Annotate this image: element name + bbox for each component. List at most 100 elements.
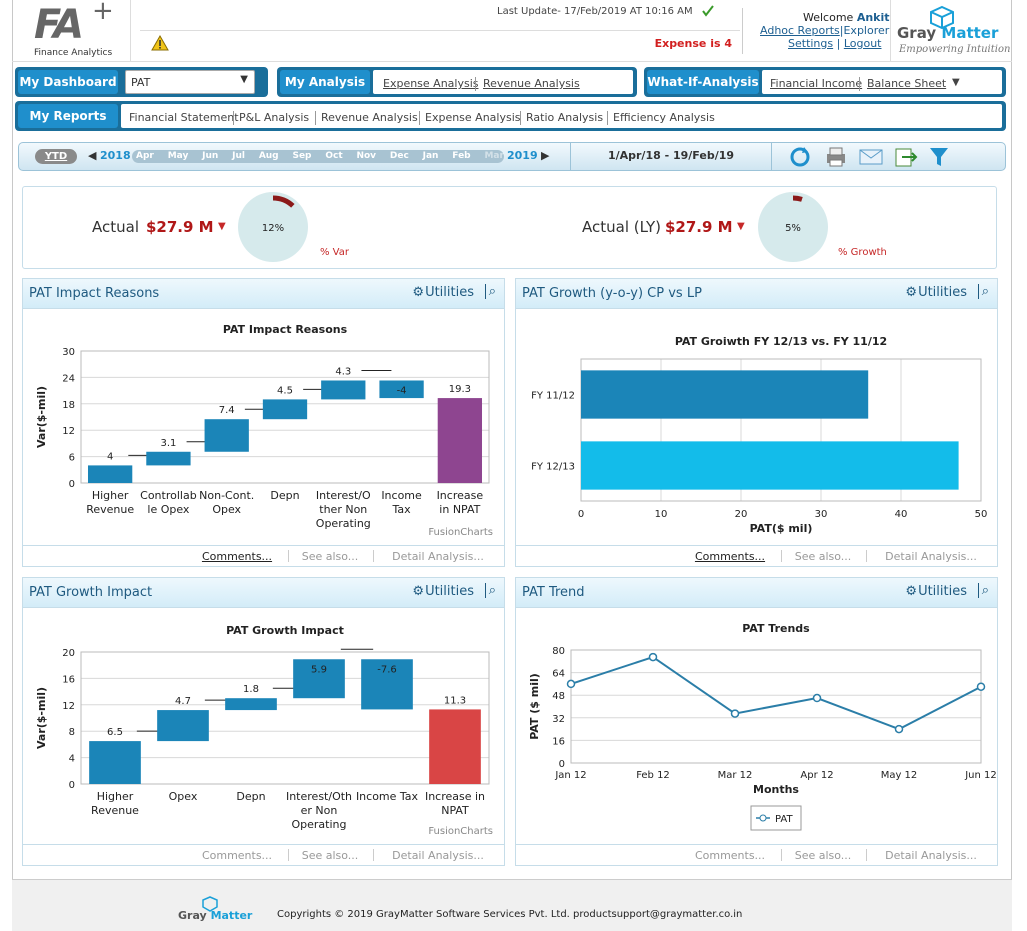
zoom-icon[interactable]: ⌕: [484, 284, 496, 299]
panel-link[interactable]: Detail Analysis...: [392, 849, 484, 862]
x-tick-label: 0: [578, 509, 584, 520]
utilities[interactable]: ⚙Utilities: [905, 285, 967, 300]
y-tick-label: 12: [62, 426, 75, 437]
utilities-label: Utilities: [918, 584, 967, 599]
nav-link[interactable]: Expense Analysis: [425, 111, 521, 124]
month: Dec: [389, 151, 409, 161]
gear-icon: ⚙: [905, 285, 918, 300]
utilities-label: Utilities: [425, 584, 474, 599]
utilities[interactable]: ⚙Utilities: [905, 584, 967, 599]
x-tick-label: Jan 12: [554, 770, 586, 781]
y-tick-label: 48: [552, 691, 565, 702]
panel-link[interactable]: Detail Analysis...: [885, 550, 977, 563]
y-tick-label: FY 11/12: [531, 391, 575, 402]
month: Nov: [356, 151, 377, 161]
nav-button[interactable]: My Dashboard: [18, 70, 118, 94]
panel-link[interactable]: Comments...: [694, 550, 766, 563]
x-tick-label: Higher Revenue: [86, 489, 135, 516]
panel-link[interactable]: See also...: [794, 849, 852, 862]
frame: [12, 0, 1012, 931]
value-label: 7.4: [219, 405, 235, 416]
y-axis-title: PAT ($ mil): [528, 673, 541, 740]
kpi-label: Actual: [92, 218, 139, 236]
nav-link[interactable]: Financial Income: [770, 77, 863, 90]
x-tick-label: 20: [735, 509, 748, 520]
refresh-icon[interactable]: [790, 147, 810, 167]
export-icon[interactable]: [895, 148, 918, 167]
nav-link[interactable]: Ratio Analysis: [526, 111, 604, 124]
warning-icon: [151, 35, 169, 51]
zoom-icon[interactable]: ⌕: [977, 583, 989, 598]
bar: [429, 709, 481, 784]
x-tick-label: Apr 12: [800, 770, 833, 781]
kpi-box: [22, 186, 997, 269]
link[interactable]: Explorer: [843, 24, 890, 37]
value-label: 4.7: [175, 696, 191, 707]
x-tick-label: Interest/Other Non Operating: [285, 790, 353, 831]
utilities[interactable]: ⚙Utilities: [412, 584, 474, 599]
bar: [225, 698, 277, 711]
print-icon[interactable]: [827, 147, 845, 167]
divider: [890, 0, 891, 62]
panel-link[interactable]: Detail Analysis...: [392, 550, 484, 563]
panel-link[interactable]: Comments...: [201, 849, 273, 862]
panel-link[interactable]: See also...: [301, 550, 359, 563]
select[interactable]: PAT ▼: [125, 70, 255, 94]
panel-title: PAT Growth (y-o-y) CP vs LP: [522, 286, 702, 301]
panel-title: PAT Trend: [522, 585, 585, 600]
utilities-label: Utilities: [425, 285, 474, 300]
x-tick-label: Depn: [270, 489, 300, 502]
y-tick-label: 30: [62, 347, 75, 358]
x-tick-label: Higher Revenue: [91, 790, 139, 817]
value-label: 19.3: [449, 384, 471, 395]
nav-button[interactable]: My Analysis: [280, 70, 370, 94]
nav-link[interactable]: Balance Sheet: [867, 77, 947, 90]
nav-link[interactable]: Efficiency Analysis: [613, 111, 715, 124]
brand: Gray: [178, 909, 207, 922]
period[interactable]: YTD: [35, 149, 77, 164]
nav-button[interactable]: My Reports: [18, 104, 118, 128]
nav-link[interactable]: Financial Statement: [129, 111, 239, 124]
link[interactable]: Settings: [788, 37, 834, 50]
nav-link[interactable]: Revenue Analysis: [483, 77, 580, 90]
last-update: Last Update- 17/Feb/2019 AT 10:16 AM: [497, 6, 693, 17]
divider: [140, 30, 740, 31]
zoom-icon[interactable]: ⌕: [977, 284, 989, 299]
x-tick-label: Increase in NPAT: [424, 790, 486, 817]
gear-icon: ⚙: [905, 584, 918, 599]
nav-links: Financial Statement P&L Analysis Revenue A…: [121, 104, 1002, 128]
panel-link[interactable]: See also...: [794, 550, 852, 563]
chart: PAT Trends 0 16 32 48 64 80 PAT ($ mil) Jan 12 Fe…: [528, 622, 997, 831]
point: [648, 652, 658, 662]
nav-links: Financial Income Balance Sheet ▼: [762, 70, 1002, 94]
panel-link[interactable]: See also...: [301, 849, 359, 862]
brand-icon: [930, 5, 954, 29]
month: Jan: [422, 151, 439, 161]
utilities[interactable]: ⚙Utilities: [412, 285, 474, 300]
value-label: 6.5: [107, 727, 123, 738]
nav-button[interactable]: What-If-Analysis: [647, 70, 759, 94]
y-tick-label: 80: [552, 646, 565, 657]
panel-link[interactable]: Detail Analysis...: [885, 849, 977, 862]
zoom-icon[interactable]: ⌕: [484, 583, 496, 598]
gauge-label: 12%: [262, 223, 284, 234]
point: [894, 724, 904, 734]
filter-icon[interactable]: [930, 148, 948, 166]
nav-link[interactable]: Revenue Analysis: [321, 111, 418, 124]
footer: [12, 879, 1012, 931]
gauge-bg: [238, 192, 308, 262]
value-label: 3.1: [160, 438, 176, 449]
link[interactable]: Adhoc Reports: [760, 24, 840, 37]
check-icon: [702, 5, 714, 17]
bar: [204, 419, 249, 452]
panel-link[interactable]: Comments...: [694, 849, 766, 862]
link[interactable]: Logout: [843, 37, 882, 50]
gauge-label: 5%: [785, 223, 801, 234]
nav-link[interactable]: Expense Analysis: [383, 77, 479, 90]
panel-link[interactable]: Comments...: [201, 550, 273, 563]
value-label: 4: [107, 451, 113, 462]
nav-link[interactable]: P&L Analysis: [239, 111, 310, 124]
bar: [293, 659, 345, 699]
mail-icon[interactable]: [859, 149, 883, 165]
y-axis-title: Var($-mil): [35, 386, 48, 448]
